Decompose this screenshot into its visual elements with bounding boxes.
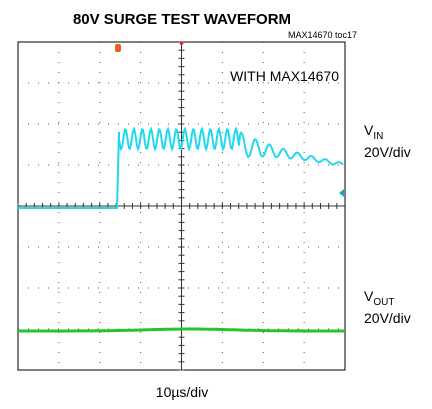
vin-trace	[18, 126, 344, 209]
level-marker	[339, 189, 344, 197]
channel-label: VIN	[364, 122, 383, 142]
vout-trace	[18, 327, 345, 333]
annotation: WITH MAX14670	[230, 68, 339, 84]
channel-scale: 20V/div	[364, 310, 411, 326]
trigger-dot	[179, 41, 184, 45]
trigger-marker	[115, 44, 121, 52]
channel-name: V	[364, 288, 374, 304]
title: 80V SURGE TEST WAVEFORM	[73, 11, 291, 28]
timebase: 10µs/div	[156, 384, 208, 400]
channel-scale: 20V/div	[364, 144, 411, 160]
channel-sub: OUT	[373, 297, 394, 308]
channel-name: V	[364, 122, 374, 138]
channel-label: VOUT	[364, 288, 394, 308]
figure-id: MAX14670 toc17	[288, 30, 357, 40]
channel-sub: IN	[373, 131, 383, 142]
